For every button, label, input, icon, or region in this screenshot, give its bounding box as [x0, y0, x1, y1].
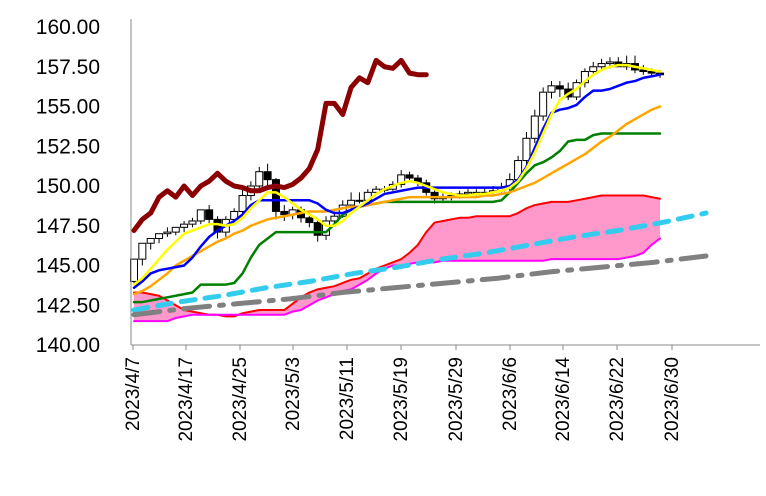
candle-body-up	[605, 61, 614, 65]
x-tick-labels: 2023/4/7 2023/4/17 2023/4/25 2023/5/3 2023/5…	[123, 345, 683, 442]
x-tick-label: 2023/6/14	[553, 357, 574, 442]
candle-body-up	[589, 66, 598, 73]
x-tick-label: 2023/4/17	[176, 357, 197, 442]
candle	[539, 87, 548, 121]
candle	[622, 55, 631, 70]
x-tick-label: 2023/4/7	[123, 357, 144, 431]
candle-body-down	[555, 85, 564, 90]
candle-body-up	[464, 191, 472, 195]
candle	[631, 55, 639, 74]
candle	[171, 226, 180, 236]
candle-body-down	[263, 171, 272, 181]
candle-body-up	[196, 209, 205, 222]
y-tick-label: 157.50	[36, 56, 100, 79]
candle-body-down	[280, 210, 289, 216]
candle	[280, 205, 289, 221]
candle	[397, 170, 406, 188]
y-tick-label: 160.00	[36, 16, 100, 39]
candle	[313, 219, 322, 242]
ma-75-line	[132, 132, 662, 304]
candle	[130, 258, 138, 285]
y-tick-labels: 140.00 142.50 145.00 147.50 150.00 152.50 155.…	[36, 16, 100, 357]
candle	[188, 217, 197, 228]
candle	[597, 58, 606, 70]
candle	[180, 220, 189, 233]
candle	[163, 227, 172, 237]
tenkan-sen-line	[132, 63, 662, 286]
x-tick-label: 2023/6/30	[662, 357, 683, 442]
candle	[639, 65, 648, 75]
x-tick-label: 2023/5/3	[283, 357, 304, 431]
y-tick-label: 150.00	[36, 175, 100, 198]
candle-body-up	[230, 210, 239, 220]
x-tick-label: 2023/6/22	[607, 357, 628, 442]
y-tick-label: 140.00	[36, 334, 100, 357]
candle-body-up	[138, 242, 147, 260]
x-tick-label: 2023/5/29	[446, 357, 467, 442]
x-tick-label: 2023/5/19	[391, 357, 412, 442]
candle	[146, 237, 155, 250]
candle	[138, 242, 147, 266]
candle	[196, 209, 205, 225]
y-tick-label: 147.50	[36, 215, 100, 238]
candle-body-down	[305, 217, 314, 224]
y-tick-label: 142.50	[36, 294, 100, 317]
candle-body-up	[397, 174, 406, 185]
candle-body-up	[547, 85, 556, 93]
candle-body-down	[647, 71, 656, 74]
candle-body-down	[313, 222, 322, 236]
trend-line-2	[131, 253, 709, 318]
x-tick-label: 2023/4/25	[230, 357, 251, 442]
candle-body-down	[205, 209, 214, 220]
candle	[589, 61, 598, 75]
candle-body-up	[171, 226, 180, 233]
candle	[522, 131, 531, 166]
chikou-span-line	[131, 57, 429, 234]
axes	[130, 19, 760, 346]
candle-body-up	[347, 199, 356, 206]
candle-body-up	[522, 137, 531, 162]
indicator-lines	[131, 57, 709, 323]
candle-body-up	[597, 63, 606, 68]
candle-body-up	[539, 91, 548, 117]
candle-body-up	[155, 233, 164, 239]
x-tick-label: 2023/6/6	[500, 357, 521, 431]
trend-line-1	[131, 210, 709, 313]
x-tick-label: 2023/5/11	[337, 357, 358, 440]
candle-body-down	[405, 174, 414, 179]
candle	[255, 166, 264, 191]
candle-body-down	[639, 69, 648, 73]
candle-body-up	[146, 237, 155, 244]
y-tick-label: 145.00	[36, 255, 100, 278]
candle	[205, 205, 214, 225]
candle-body-up	[238, 195, 247, 212]
y-tick-label: 155.00	[36, 96, 100, 119]
candle-body-down	[430, 191, 439, 200]
kijun-sen-line	[132, 73, 662, 290]
candle	[263, 163, 272, 186]
y-tick-label: 152.50	[36, 135, 100, 158]
ma-25-line	[132, 105, 662, 296]
candle	[213, 216, 222, 239]
candle-body-up	[355, 199, 364, 202]
candle-body-up	[130, 258, 138, 282]
candle	[155, 233, 164, 244]
candle	[555, 81, 564, 97]
candle	[405, 171, 414, 182]
candle	[547, 81, 556, 99]
candle-body-up	[188, 220, 197, 225]
candle	[355, 192, 364, 204]
candle-body-up	[163, 231, 172, 235]
candle-body-up	[180, 223, 189, 228]
candle-body-up	[255, 171, 264, 187]
cloud-fill	[134, 195, 661, 322]
candle	[530, 109, 539, 144]
kumo-cloud	[134, 195, 661, 322]
candle	[238, 187, 247, 217]
candle-body-up	[530, 115, 539, 139]
